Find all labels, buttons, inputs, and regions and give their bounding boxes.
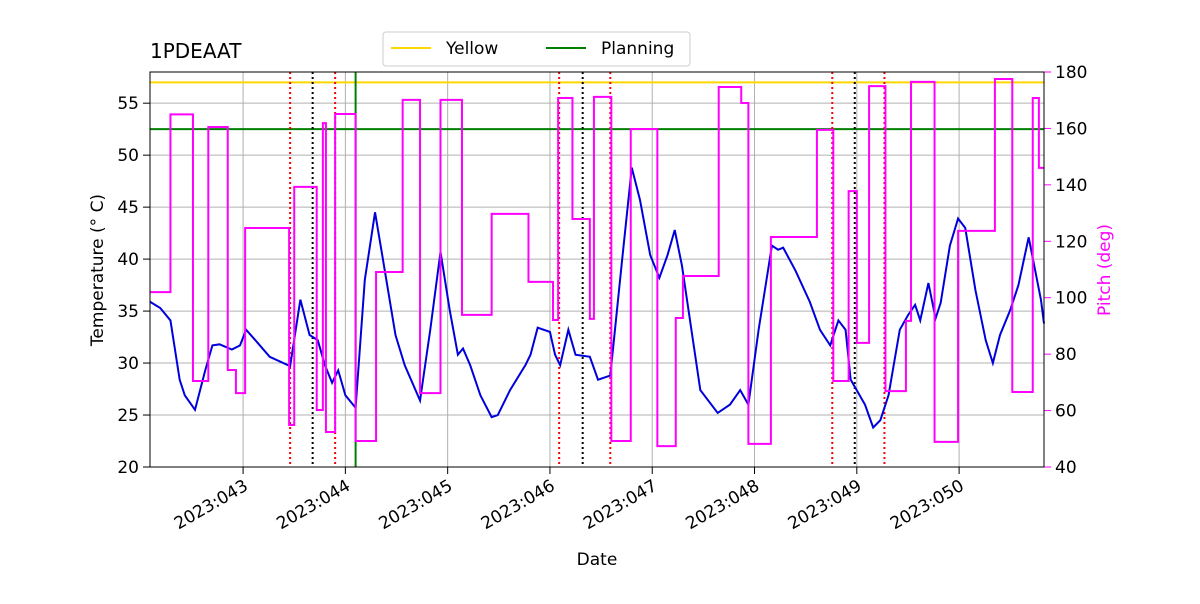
y2-tick-label: 60 — [1055, 402, 1077, 422]
y-tick-label: 45 — [117, 198, 139, 218]
y-tick-label: 40 — [117, 250, 139, 270]
y-tick-label: 30 — [117, 354, 139, 374]
x-tick-label: 2023:050 — [887, 476, 968, 534]
y-tick-label: 35 — [117, 302, 139, 322]
y2-tick-label: 40 — [1055, 458, 1077, 478]
legend: Yellow Planning — [382, 31, 691, 67]
data-line — [149, 167, 1045, 430]
y-tick-label: 50 — [117, 146, 139, 166]
x-axis-label: Date — [577, 550, 618, 570]
y2-tick-label: 140 — [1055, 176, 1087, 196]
y-tick-label: 55 — [117, 94, 139, 114]
plot-frame — [149, 71, 1045, 468]
legend-label: Yellow — [445, 39, 498, 59]
y2-tick-label: 80 — [1055, 345, 1077, 365]
x-tick-label: 2023:049 — [785, 476, 866, 534]
x-tick-label: 2023:045 — [376, 476, 457, 534]
y2-tick-label: 120 — [1055, 232, 1087, 252]
y-axis-label: Temperature (° C) — [88, 194, 108, 347]
y-tick-label: 20 — [117, 458, 139, 478]
chart-title: 1PDEAAT — [150, 39, 242, 63]
y2-axis-label: Pitch (deg) — [1095, 224, 1115, 316]
x-tick-label: 2023:047 — [580, 476, 661, 534]
legend-label: Planning — [601, 39, 674, 59]
data-line — [150, 78, 1044, 448]
x-tick-label: 2023:043 — [171, 476, 252, 534]
legend-box — [382, 31, 691, 67]
y-tick-label: 25 — [117, 406, 139, 426]
y2-tick-label: 180 — [1055, 63, 1087, 83]
x-tick-label: 2023:048 — [682, 476, 763, 534]
y2-tick-label: 160 — [1055, 119, 1087, 139]
x-tick-label: 2023:044 — [273, 476, 354, 534]
x-tick-label: 2023:046 — [478, 476, 559, 534]
y2-tick-label: 100 — [1055, 289, 1087, 309]
